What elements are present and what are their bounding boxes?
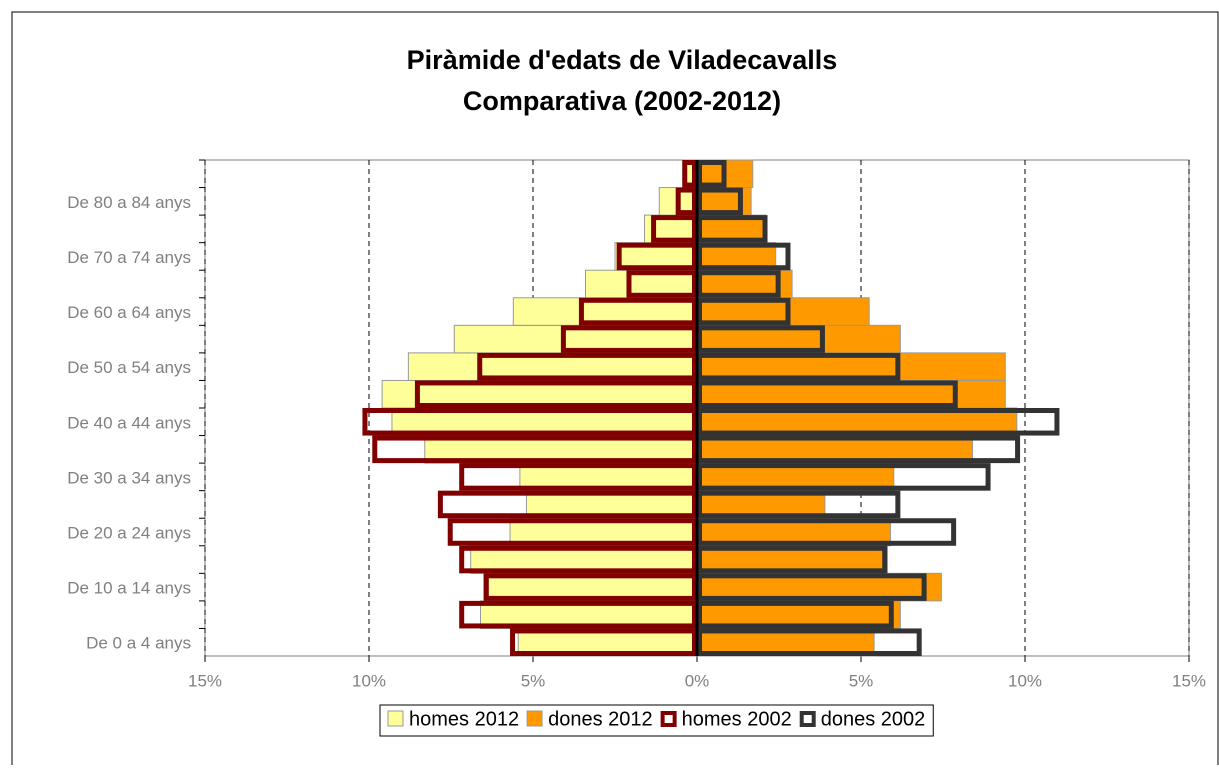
- y-tick-label: De 30 a 34 anys: [67, 468, 191, 487]
- y-tick-label: De 50 a 54 anys: [67, 358, 191, 377]
- bar-outline: [372, 435, 697, 464]
- bar-outline: [362, 408, 697, 436]
- bar-outline: [697, 573, 927, 601]
- bar-outline: [697, 215, 768, 243]
- bar-outline: [697, 518, 957, 546]
- bar-outline: [459, 545, 698, 574]
- y-tick-label: De 60 a 64 anys: [67, 303, 191, 322]
- bar-outline: [697, 352, 901, 381]
- legend-swatch: [526, 710, 543, 727]
- bar-outline: [414, 380, 697, 409]
- y-tick-label: De 40 a 44 anys: [67, 413, 191, 432]
- bar-outline: [697, 628, 922, 657]
- bar-outline: [697, 545, 888, 574]
- y-tick-label: De 20 a 24 anys: [67, 523, 191, 542]
- y-tick-label: De 70 a 74 anys: [67, 248, 191, 267]
- bar-outline: [477, 352, 697, 381]
- bar-outline: [510, 628, 697, 657]
- x-tick-label: 15%: [188, 671, 222, 690]
- bar-outline: [483, 573, 697, 601]
- chart-title: Piràmide d'edats de Viladecavalls: [407, 45, 838, 75]
- legend-label: homes 2012: [409, 708, 519, 730]
- y-tick-label: De 0 a 4 anys: [86, 634, 191, 653]
- bar-outline: [459, 463, 698, 491]
- x-tick-label: 10%: [1008, 671, 1042, 690]
- bar-outline: [697, 408, 1060, 436]
- bar-outline: [651, 215, 698, 243]
- chart-subtitle: Comparativa (2002-2012): [463, 86, 781, 116]
- y-tick-label: De 80 a 84 anys: [67, 193, 191, 212]
- y-tick-label: De 10 a 14 anys: [67, 579, 191, 598]
- bar-outline: [437, 490, 697, 519]
- legend-label: homes 2002: [682, 708, 792, 730]
- bar-outline: [697, 242, 791, 271]
- legend-label: dones 2002: [821, 708, 926, 730]
- bar-outline: [616, 242, 698, 271]
- x-tick-label: 10%: [352, 671, 386, 690]
- bar-outline: [447, 518, 697, 546]
- bar-outline: [626, 270, 697, 298]
- legend-swatch: [799, 711, 816, 727]
- bar-outline: [697, 160, 727, 188]
- legend-box: [379, 704, 934, 737]
- bar-outline: [459, 600, 698, 629]
- bar-outline: [560, 325, 697, 353]
- bar-outline: [578, 297, 697, 326]
- bar-outline: [697, 325, 825, 353]
- bar-outline: [697, 463, 991, 491]
- bar-outline: [697, 270, 781, 298]
- legend-label: dones 2012: [548, 708, 653, 730]
- bar-outline: [697, 600, 894, 629]
- bar-outline: [697, 187, 743, 216]
- bar-outline: [697, 297, 791, 326]
- x-tick-label: 15%: [1172, 671, 1206, 690]
- x-tick-label: 5%: [521, 671, 546, 690]
- x-tick-label: 0%: [685, 671, 710, 690]
- x-tick-label: 5%: [849, 671, 874, 690]
- bar-outline: [697, 435, 1021, 464]
- bar-outline: [675, 187, 697, 216]
- bar-outline: [682, 160, 697, 188]
- legend-swatch: [387, 710, 404, 727]
- bar-outline: [697, 490, 901, 519]
- bar-outline: [697, 380, 958, 409]
- legend-swatch: [660, 711, 677, 727]
